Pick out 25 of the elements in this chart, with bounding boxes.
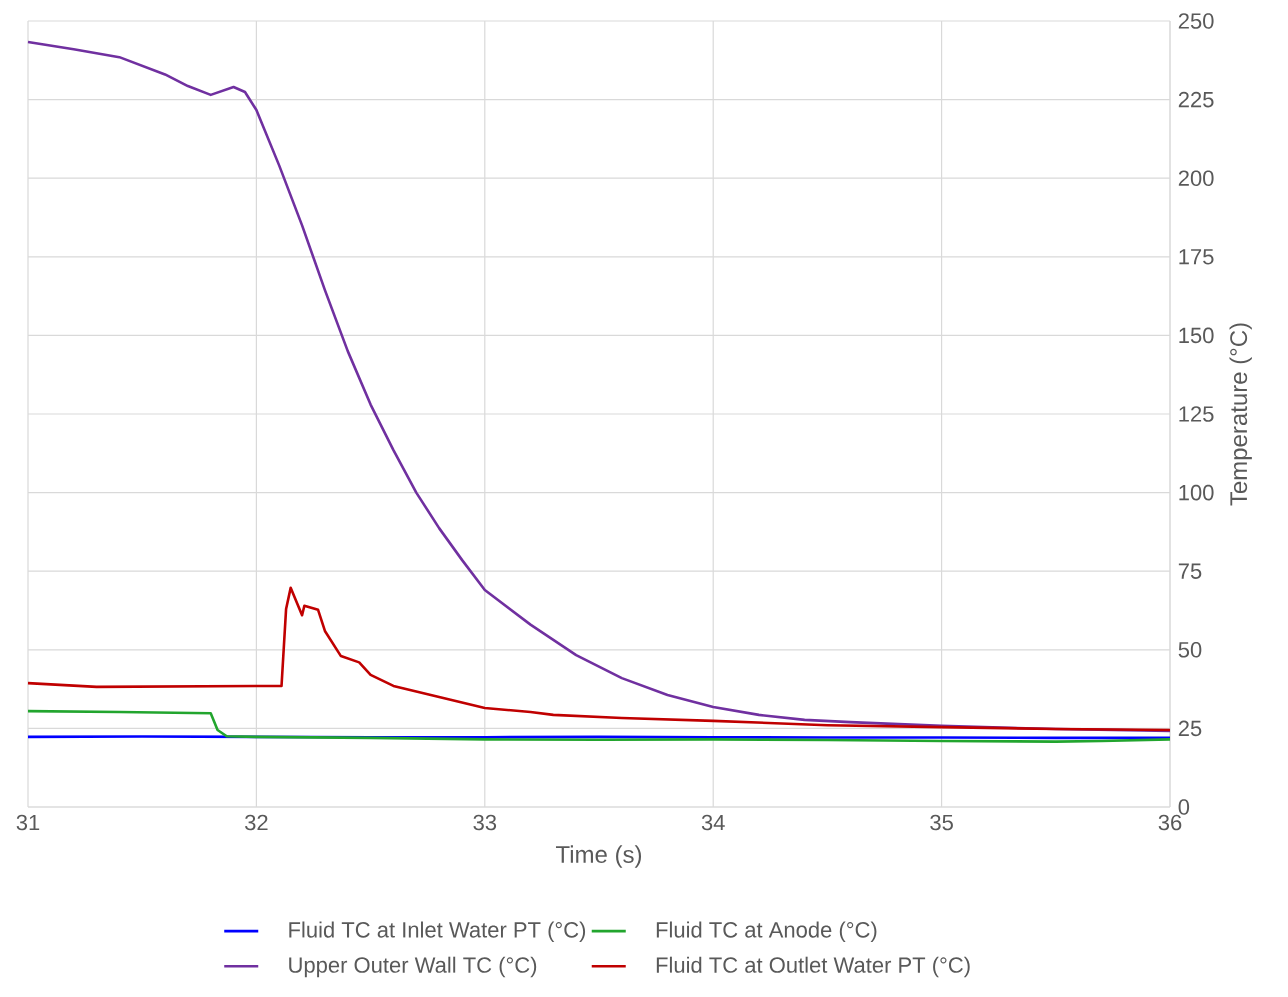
y-tick-label: 150 [1179, 327, 1214, 344]
line-series [26, 586, 1172, 732]
y-tick-label: 50 [1178, 642, 1202, 658]
x-tick-label: 36 [1158, 814, 1182, 831]
x-tick-label: 31 [16, 814, 40, 831]
x-tick-label: 35 [930, 814, 953, 831]
x-tick-label: 34 [701, 814, 725, 831]
legend-label: Fluid TC at Inlet Water PT (°C) [289, 921, 586, 942]
y-tick-label: 25 [1178, 720, 1202, 737]
y-tick-label: 225 [1178, 91, 1214, 108]
legend-label: Fluid TC at Anode (°C) [656, 921, 877, 942]
x-tick-label: 33 [473, 814, 497, 831]
y-tick-label: 175 [1179, 249, 1214, 265]
y-tick-label: 125 [1179, 406, 1214, 422]
legend-label: Fluid TC at Outlet Water PT (°C) [656, 956, 970, 978]
y-tick-label: 250 [1178, 13, 1214, 29]
y-tick-label: 0 [1178, 799, 1190, 815]
y-tick-label: 75 [1178, 563, 1202, 579]
x-tick-label: 32 [245, 814, 268, 831]
y-tick-label: 200 [1178, 170, 1214, 186]
line-series [26, 709, 1172, 743]
legend-label: Upper Outer Wall TC (°C) [289, 956, 537, 978]
y-tick-label: 100 [1179, 484, 1214, 501]
y-axis-title: Temperature (°C) [1229, 323, 1252, 506]
x-axis-title: Time (s) [555, 845, 642, 868]
